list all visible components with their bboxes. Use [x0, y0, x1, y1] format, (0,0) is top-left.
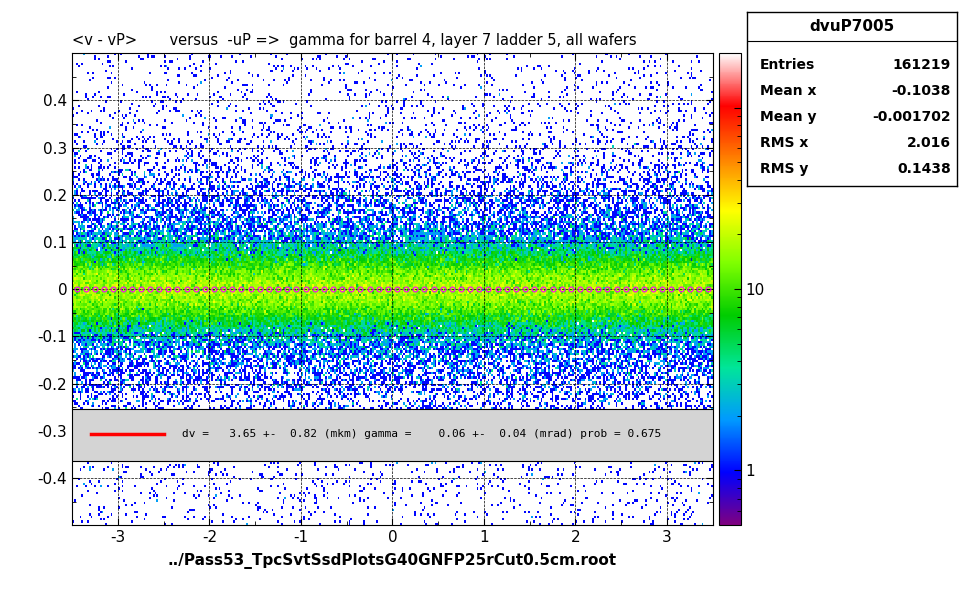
Text: RMS y: RMS y — [760, 162, 808, 176]
Text: dv =   3.65 +-  0.82 (mkm) gamma =    0.06 +-  0.04 (mrad) prob = 0.675: dv = 3.65 +- 0.82 (mkm) gamma = 0.06 +- … — [182, 430, 662, 440]
Text: dvuP7005: dvuP7005 — [810, 18, 895, 34]
Text: Mean x: Mean x — [760, 84, 817, 98]
Text: 161219: 161219 — [893, 58, 950, 72]
Text: <v - vP>       versus  -uP =>  gamma for barrel 4, layer 7 ladder 5, all wafers: <v - vP> versus -uP => gamma for barrel … — [72, 33, 637, 48]
X-axis label: ../Pass53_TpcSvtSsdPlotsG40GNFP25rCut0.5cm.root: ../Pass53_TpcSvtSsdPlotsG40GNFP25rCut0.5… — [168, 553, 617, 569]
Text: -0.001702: -0.001702 — [872, 110, 950, 124]
Text: RMS x: RMS x — [760, 136, 808, 150]
Bar — [72, 409, 713, 461]
Text: 0.1438: 0.1438 — [898, 162, 950, 176]
Text: Entries: Entries — [760, 58, 815, 72]
Text: Mean y: Mean y — [760, 110, 817, 124]
Text: -0.1038: -0.1038 — [892, 84, 950, 98]
Text: 2.016: 2.016 — [907, 136, 950, 150]
